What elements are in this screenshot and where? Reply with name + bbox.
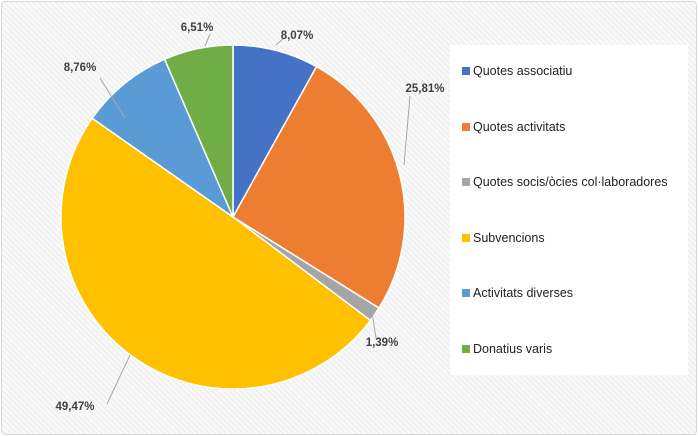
legend-label: Donatius varis — [473, 341, 553, 356]
legend: Quotes associatiu Quotes activitats Quotes… — [450, 45, 688, 375]
legend-label: Quotes associatiu — [473, 64, 573, 78]
leader-line — [204, 33, 211, 47]
legend-swatch — [462, 122, 470, 131]
pie-slice-1 — [231, 65, 406, 310]
legend-label: Quotes activitats — [473, 119, 566, 134]
data-label: 8,76% — [64, 62, 97, 74]
pie-slice-4 — [91, 58, 235, 220]
legend-label: Activitats diverses — [473, 286, 574, 300]
legend-swatch — [462, 289, 470, 297]
legend-item: Quotes associatiu — [462, 64, 572, 78]
legend-item: Activitats diverses — [462, 286, 573, 300]
data-label: 1,39% — [366, 337, 399, 349]
pie-slice-5 — [163, 44, 234, 218]
data-label: 25,81% — [405, 83, 444, 95]
leader-line — [99, 77, 126, 119]
legend-label: Quotes socis/òcies col·laboradores — [473, 175, 668, 189]
legend-swatch — [462, 67, 470, 75]
leader-line — [403, 95, 411, 166]
legend-item: Quotes activitats — [462, 120, 565, 134]
leader-line — [371, 311, 377, 339]
legend-label: Subvencions — [473, 230, 545, 245]
legend-swatch — [462, 344, 470, 353]
data-label: 8,07% — [281, 30, 314, 42]
legend-swatch — [462, 233, 470, 242]
legend-item: Quotes socis/òcies col·laboradores — [462, 175, 668, 189]
legend-item: Donatius varis — [462, 342, 552, 356]
legend-item: Subvencions — [462, 231, 545, 245]
data-label: 6,51% — [181, 22, 214, 34]
data-label: 49,47% — [55, 401, 94, 413]
leader-line — [106, 354, 131, 405]
pie-slice-3 — [60, 117, 372, 390]
legend-swatch — [462, 178, 470, 186]
leader-line — [275, 37, 285, 46]
